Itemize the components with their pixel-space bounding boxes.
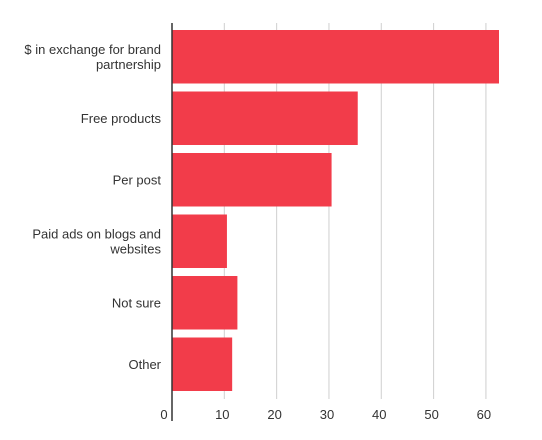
category-label-1: $ in exchange for brand partnership bbox=[24, 42, 161, 72]
x-tick-label-10: 10 bbox=[215, 407, 229, 422]
bars bbox=[172, 30, 499, 391]
bar-3 bbox=[172, 153, 332, 207]
bar-2 bbox=[172, 91, 358, 145]
x-tick-label-30: 30 bbox=[320, 407, 334, 422]
x-tick-label-50: 50 bbox=[424, 407, 438, 422]
category-label-6: Other bbox=[128, 357, 161, 372]
x-tick-label-20: 20 bbox=[267, 407, 281, 422]
x-tick-labels: 0 10 20 30 40 50 60 bbox=[160, 407, 491, 422]
bar-4 bbox=[172, 214, 227, 268]
category-label-5: Not sure bbox=[112, 295, 161, 310]
category-label-2: Free products bbox=[81, 111, 162, 126]
bar-1 bbox=[172, 30, 499, 84]
x-tick-label-60: 60 bbox=[477, 407, 491, 422]
x-tick-label-0: 0 bbox=[160, 407, 167, 422]
bar-5 bbox=[172, 276, 238, 330]
category-label-4: Paid ads on blogs and websites bbox=[32, 226, 161, 256]
x-tick-label-40: 40 bbox=[372, 407, 386, 422]
category-labels: $ in exchange for brand partnership Free p… bbox=[24, 42, 161, 372]
gridlines bbox=[223, 23, 487, 399]
category-label-3: Per post bbox=[113, 172, 162, 187]
bar-6 bbox=[172, 337, 233, 391]
